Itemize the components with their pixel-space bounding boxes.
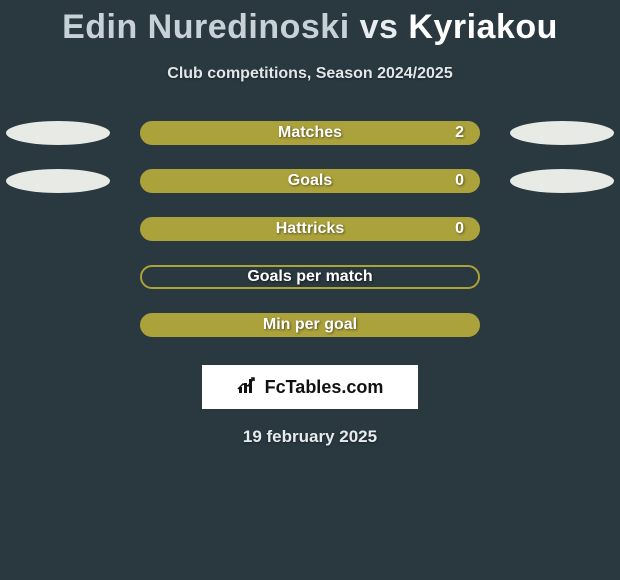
stat-value: 2 (455, 124, 464, 142)
stat-row: Min per goal (0, 313, 620, 337)
bar-chart-icon (237, 375, 259, 400)
left-ellipse (6, 169, 110, 193)
brand-text: FcTables.com (265, 377, 384, 398)
stat-row: Goals0 (0, 169, 620, 193)
stat-bar: Hattricks0 (140, 217, 480, 241)
comparison-title: Edin Nuredinoski vs Kyriakou (0, 0, 620, 47)
stat-label: Goals per match (142, 268, 478, 286)
subtitle: Club competitions, Season 2024/2025 (0, 65, 620, 83)
date-label: 19 february 2025 (0, 427, 620, 447)
right-ellipse (510, 169, 614, 193)
stat-row: Matches2 (0, 121, 620, 145)
left-ellipse (6, 121, 110, 145)
right-ellipse (510, 121, 614, 145)
stat-bar: Goals0 (140, 169, 480, 193)
stat-row: Hattricks0 (0, 217, 620, 241)
brand-box: FcTables.com (202, 365, 418, 409)
stat-bar: Min per goal (140, 313, 480, 337)
stat-bar-fill (142, 219, 478, 239)
stat-bar-fill (142, 171, 478, 191)
stat-bar-fill (142, 123, 478, 143)
stat-value: 0 (455, 172, 464, 190)
stat-bar: Goals per match (140, 265, 480, 289)
stat-row: Goals per match (0, 265, 620, 289)
player1-name: Edin Nuredinoski (62, 8, 350, 46)
player2-name: Kyriakou (408, 8, 558, 46)
stat-rows: Matches2 Goals0 Hattricks0 Goals per match M… (0, 121, 620, 337)
stat-bar: Matches2 (140, 121, 480, 145)
vs-label: vs (360, 8, 399, 46)
stat-value: 0 (455, 220, 464, 238)
stat-bar-fill (142, 315, 478, 335)
